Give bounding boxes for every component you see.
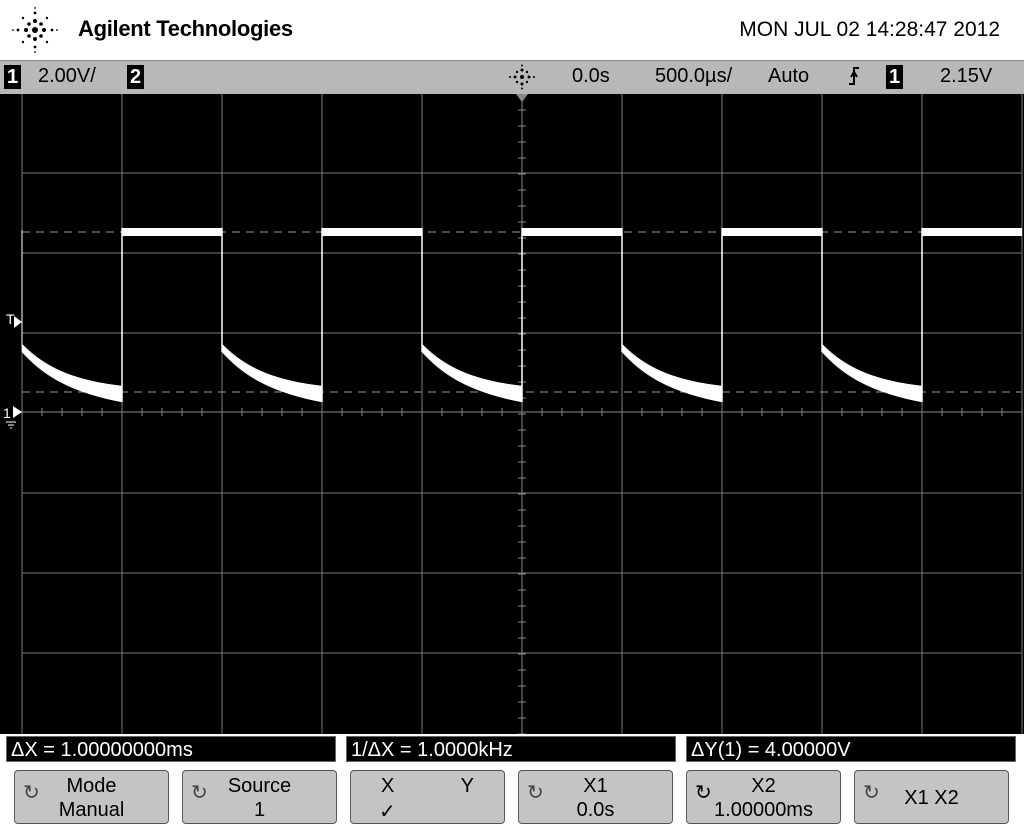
trigger-mode: Auto — [768, 65, 810, 87]
softkey-value: 1.00000ms — [714, 799, 813, 821]
time-reference-icon — [508, 64, 536, 96]
time-delay: 0.0s — [572, 65, 610, 87]
waveform-display[interactable]: T 1 — [0, 93, 1024, 735]
ch2-badge: 2 — [127, 65, 145, 89]
datetime: MON JUL 02 14:28:47 2012 — [739, 18, 1000, 41]
entry-knob-icon: ↻ — [527, 782, 544, 804]
softkey-value: Manual — [58, 799, 125, 821]
trigger-arrow-icon — [14, 316, 22, 328]
active-entry-knob-icon: ↻ — [695, 782, 712, 804]
inverse-delta-x-readout: 1/ΔX = 1.0000kHz — [346, 736, 676, 762]
delta-y-readout: ΔY(1) = 4.00000V — [686, 736, 1016, 762]
x1-softkey[interactable]: ↻ X1 0.0s — [518, 770, 673, 824]
softkey-label: Mode — [66, 775, 117, 797]
ch1-scale: 2.00V/ — [38, 65, 96, 87]
ch1-indicator[interactable]: 1 — [4, 65, 22, 89]
softkey-label: X1 X2 — [904, 787, 959, 809]
softkey-label: X2 — [751, 775, 776, 797]
rising-edge-icon — [846, 64, 862, 94]
ground-icon — [6, 421, 16, 429]
ch2-indicator[interactable]: 2 — [127, 65, 145, 89]
softkey-label: X1 — [583, 775, 608, 797]
time-scale: 500.0µs/ — [655, 65, 733, 87]
measurement-bar: ΔX = 1.00000000ms 1/ΔX = 1.0000kHz ΔY(1)… — [0, 734, 1024, 766]
mode-softkey[interactable]: ↻ Mode Manual — [14, 770, 169, 824]
y-option: Y — [460, 775, 474, 797]
softkey-label: Source — [227, 775, 292, 797]
trigger-level-marker: T — [6, 311, 15, 327]
ch1-waveform — [21, 228, 1022, 403]
softkey-value: 1 — [253, 799, 266, 821]
delta-x-readout: ΔX = 1.00000000ms — [6, 736, 336, 762]
softkey-bar: ↻ Mode Manual ↻ Source 1 X Y ✓ ↻ X1 0.0s… — [0, 766, 1024, 829]
entry-knob-icon: ↻ — [23, 782, 40, 804]
source-softkey[interactable]: ↻ Source 1 — [182, 770, 337, 824]
ch1-badge: 1 — [4, 65, 22, 89]
ground-arrow-icon — [13, 406, 22, 418]
brand-name: Agilent Technologies — [78, 16, 293, 41]
x2-softkey[interactable]: ↻ X2 1.00000ms — [686, 770, 841, 824]
header: Agilent Technologies MON JUL 02 14:28:47… — [0, 0, 1024, 60]
x-option: X — [381, 775, 395, 797]
waveform-graticule: T 1 — [3, 93, 1023, 735]
axis-ticks — [21, 93, 1023, 735]
check-icon: ✓ — [379, 801, 396, 823]
entry-knob-icon: ↻ — [863, 782, 880, 804]
ch1-ground-marker: 1 — [3, 405, 11, 421]
time-reference-marker — [516, 94, 528, 102]
softkey-value: 0.0s — [576, 799, 615, 821]
x1-x2-softkey[interactable]: ↻ X1 X2 — [854, 770, 1009, 824]
xy-softkey[interactable]: X Y ✓ — [350, 770, 505, 824]
cursor-lines — [22, 231, 1022, 393]
entry-knob-icon: ↻ — [191, 782, 208, 804]
trigger-source-badge: 1 — [886, 65, 904, 89]
status-bar: 1 2.00V/ 2 0.0s 500.0µs/ Auto 1 2.15V — [0, 60, 1024, 95]
agilent-spark-logo-icon — [12, 7, 58, 53]
trigger-level: 2.15V — [940, 65, 993, 87]
trigger-source[interactable]: 1 — [886, 65, 904, 89]
